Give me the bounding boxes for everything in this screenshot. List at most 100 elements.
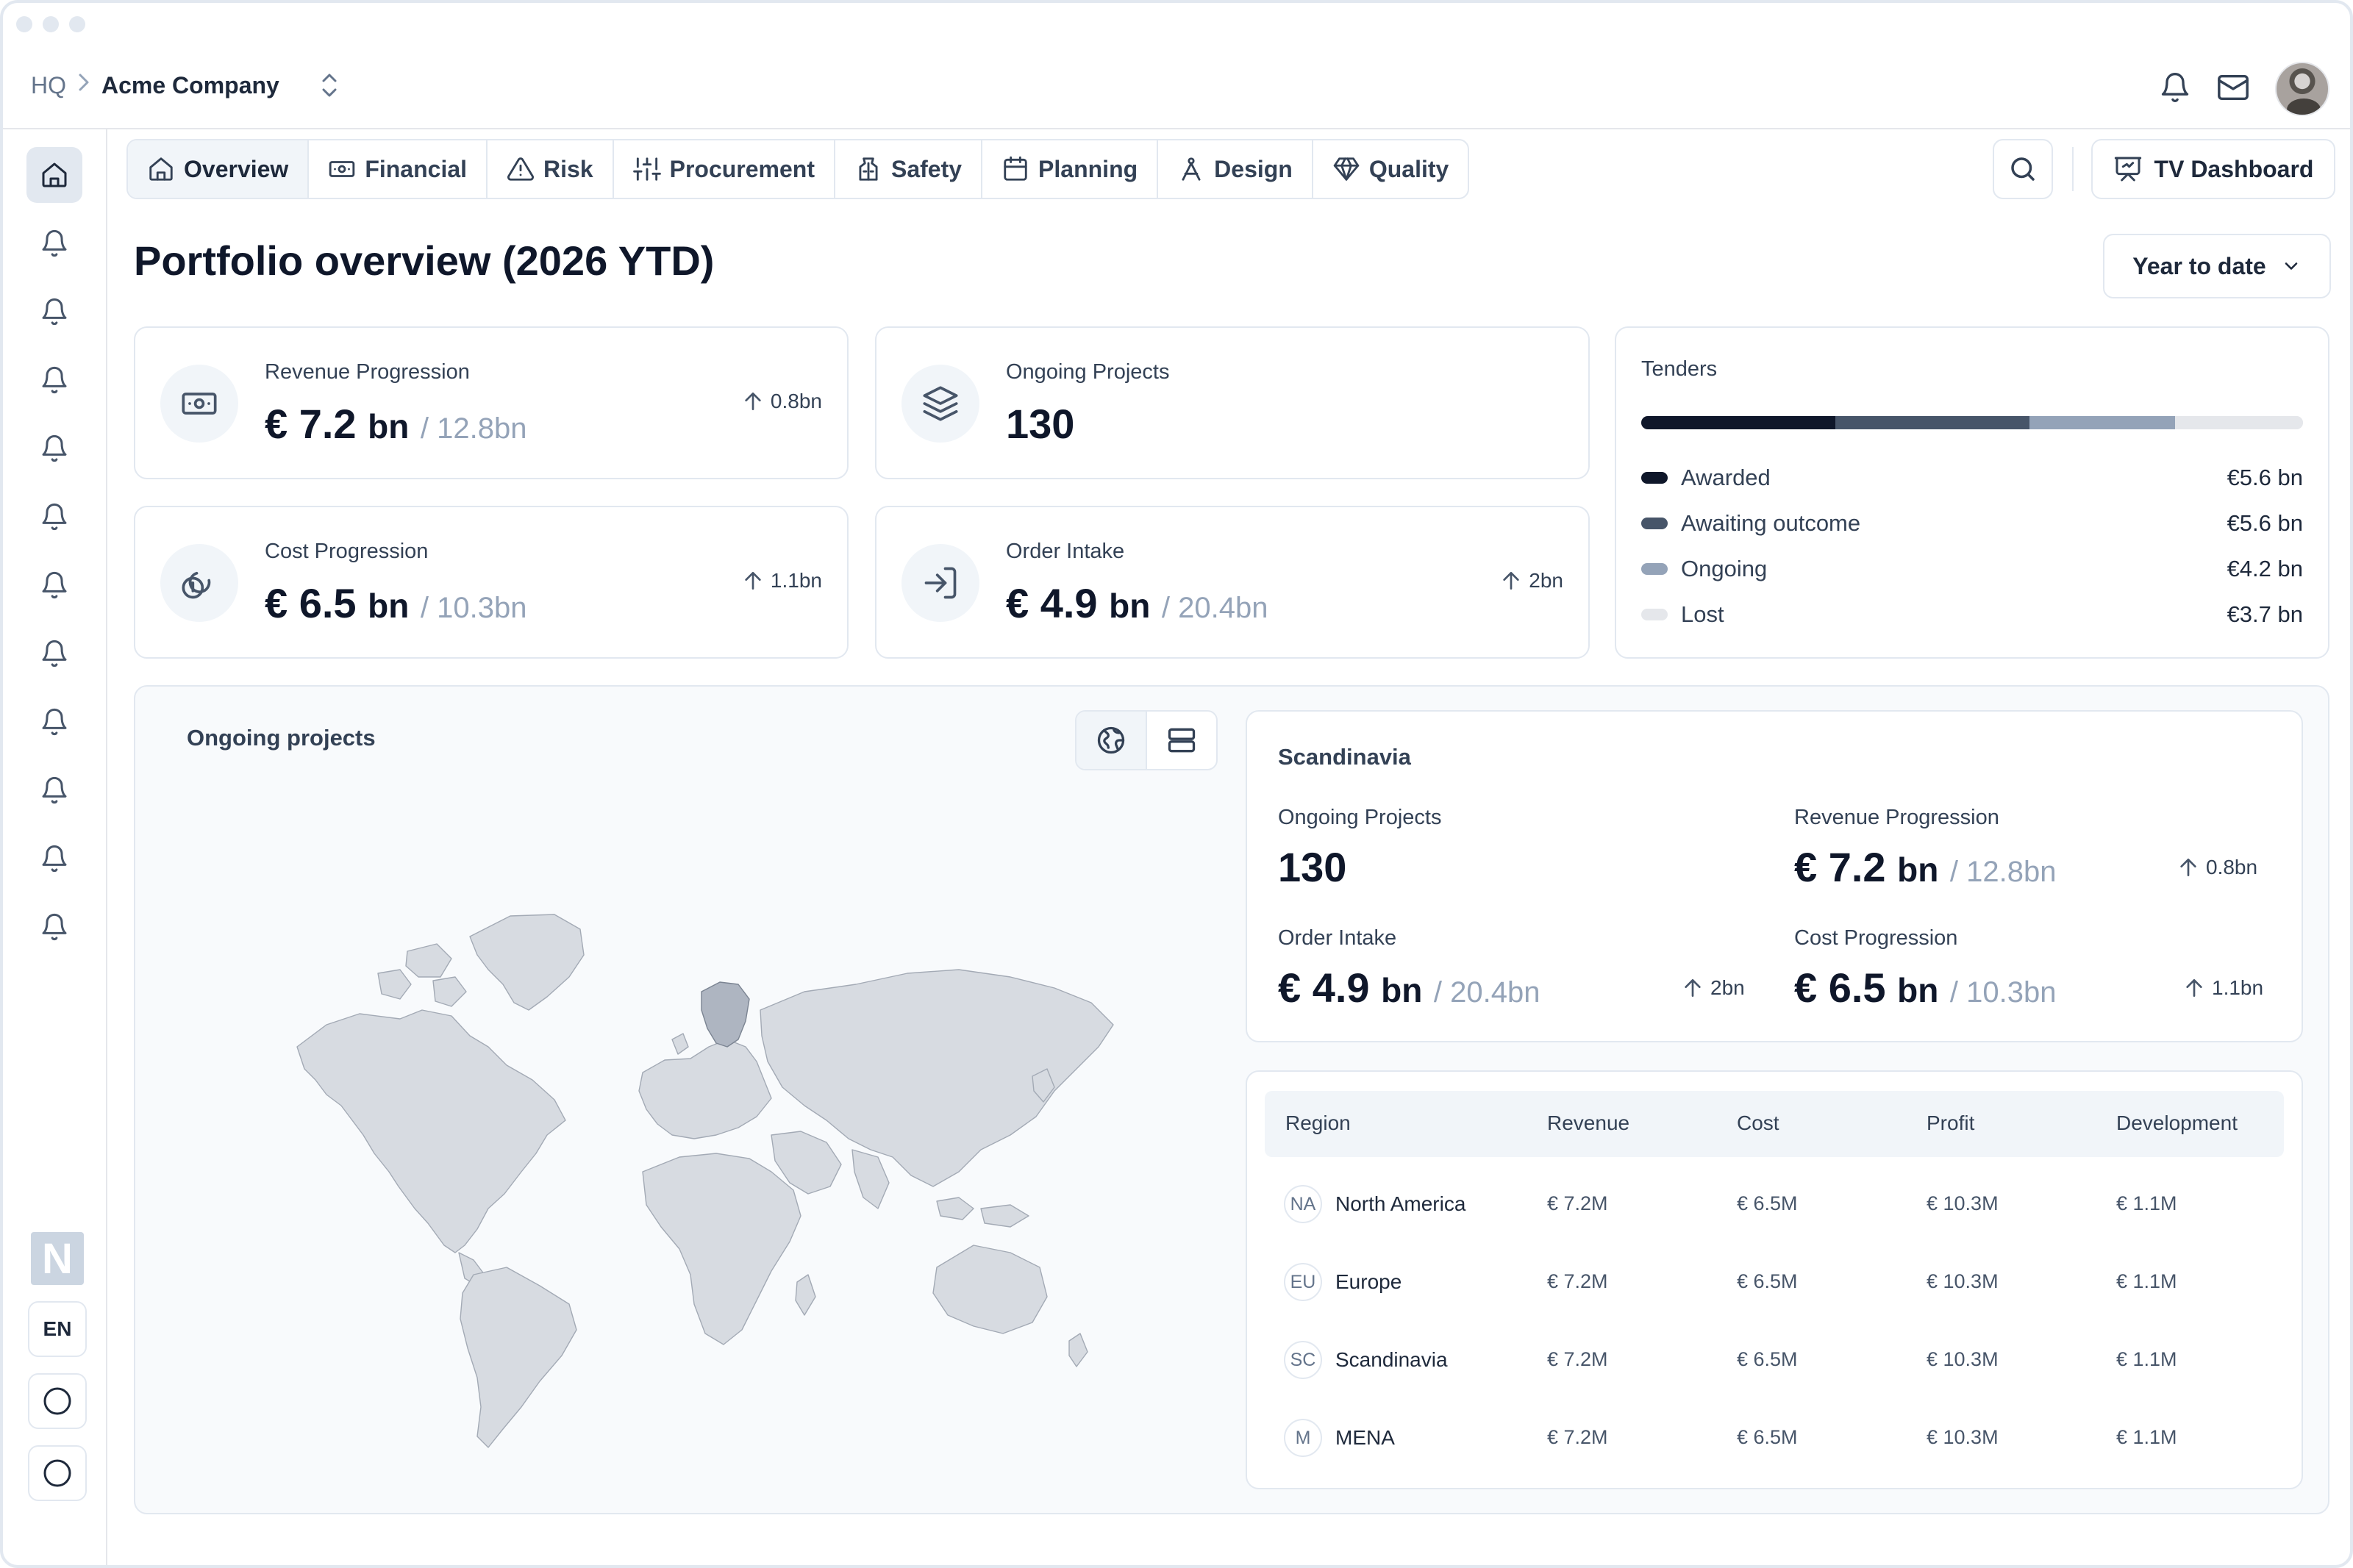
region-order-amount: € 4.9 [1278, 964, 1370, 1011]
table-row[interactable]: SC Scandinavia € 7.2M € 6.5M € 10.3M € 1.1M [1265, 1323, 2284, 1401]
kpi-value: 130 [1006, 401, 1075, 447]
kpi-target: / 20.4bn [1161, 592, 1268, 624]
tenders-legend-item: Awarded €5.6 bn [1641, 465, 2303, 491]
arrow-up-icon [745, 393, 761, 410]
tab-label: Planning [1038, 155, 1138, 182]
search-button[interactable] [1993, 139, 2053, 199]
region-order: Order Intake € 4.9 bn / 20.4bn [1278, 926, 1540, 1012]
compass-icon [1177, 155, 1205, 183]
map-region-asia [760, 969, 1114, 1187]
sidebar-item-3[interactable] [26, 284, 82, 340]
main-tabs: Overview Financial Risk Procurement Safety Pl… [126, 139, 1470, 199]
sidebar-item-4[interactable] [26, 352, 82, 408]
bell-icon[interactable] [2159, 71, 2191, 107]
region-order-unit: bn [1381, 971, 1423, 1009]
legend-value: €4.2 bn [2227, 556, 2303, 581]
column-header-region[interactable]: Region [1285, 1111, 1351, 1134]
breadcrumb-root[interactable]: HQ [31, 71, 66, 99]
tab-label: Risk [543, 155, 593, 182]
bell-icon [40, 229, 69, 258]
globe-icon [1097, 726, 1125, 754]
arrow-up-icon [2186, 979, 2202, 997]
map-region-scandinavia [701, 981, 750, 1048]
kpi-delta: 1.1bn [741, 569, 822, 593]
region-name: Europe [1335, 1270, 1402, 1293]
tab-financial[interactable]: Financial [309, 140, 488, 198]
table-row[interactable]: NA North America € 7.2M € 6.5M € 10.3M € 1.1M [1265, 1167, 2284, 1245]
tenders-legend-item: Awaiting outcome €5.6 bn [1641, 510, 2303, 537]
tv-dashboard-button[interactable]: TV Dashboard [2091, 139, 2335, 199]
region-name: North America [1335, 1192, 1466, 1215]
sidebar-item-7[interactable] [26, 557, 82, 613]
tab-safety[interactable]: Safety [835, 140, 983, 198]
table-row[interactable]: EU Europe € 7.2M € 6.5M € 10.3M € 1.1M [1265, 1245, 2284, 1323]
kpi-delta-value: 1.1bn [770, 569, 822, 592]
region-cost-label: Cost Progression [1794, 926, 1958, 950]
sidebar-item-5[interactable] [26, 420, 82, 476]
column-header-profit[interactable]: Profit [1927, 1111, 1975, 1134]
user-avatar[interactable] [2275, 62, 2329, 116]
region-order-label: Order Intake [1278, 926, 1397, 950]
cost-cell: € 6.5M [1737, 1192, 1798, 1214]
region-name: Scandinavia [1335, 1348, 1448, 1371]
kpi-value: € 6.5 bn / 10.3bn [265, 579, 526, 627]
tab-overview[interactable]: Overview [128, 140, 310, 198]
legend-swatch [1641, 518, 1668, 529]
breadcrumb-company[interactable]: Acme Company [101, 71, 279, 99]
sidebar-item-2[interactable] [26, 215, 82, 271]
region-detail-card: Scandinavia Ongoing Projects 130 Revenue… [1246, 710, 2303, 1042]
maximize-window-dot[interactable] [69, 16, 85, 32]
tab-risk[interactable]: Risk [488, 140, 614, 198]
cost-cell: € 6.5M [1737, 1270, 1798, 1292]
language-button[interactable]: EN [28, 1301, 87, 1357]
list-view-button[interactable] [1147, 712, 1216, 769]
region-revenue-delta-value: 0.8bn [2206, 856, 2258, 878]
region-name-cell: M MENA [1284, 1419, 1395, 1457]
circle-button-1[interactable] [28, 1373, 87, 1429]
region-cost-amount: € 6.5 [1794, 964, 1886, 1011]
sidebar-item-9[interactable] [26, 694, 82, 750]
chevron-up-down-icon[interactable] [319, 71, 340, 100]
kpi-label: Cost Progression [265, 540, 429, 563]
table-row[interactable]: M MENA € 7.2M € 6.5M € 10.3M € 1.1M [1265, 1401, 2284, 1479]
tab-design[interactable]: Design [1158, 140, 1313, 198]
sidebar-item-12[interactable] [26, 899, 82, 955]
tab-quality[interactable]: Quality [1313, 140, 1468, 198]
map-region-mena [771, 1131, 842, 1195]
sidebar-item-11[interactable] [26, 831, 82, 887]
circle-button-2[interactable] [28, 1445, 87, 1501]
kpi-card-revenue: Revenue Progression € 7.2 bn / 12.8bn 0.… [134, 326, 849, 479]
region-revenue-amount: € 7.2 [1794, 844, 1886, 890]
sidebar-item-6[interactable] [26, 489, 82, 545]
region-revenue: Revenue Progression € 7.2 bn / 12.8bn [1794, 806, 2056, 891]
region-cost-delta-value: 1.1bn [2212, 976, 2264, 999]
map-view-button[interactable] [1076, 712, 1147, 769]
sidebar-item-10[interactable] [26, 762, 82, 818]
chevron-down-icon [2285, 262, 2297, 270]
breadcrumb: HQ Acme Company [31, 71, 340, 100]
period-select-value: Year to date [2132, 252, 2266, 279]
region-badge: EU [1284, 1263, 1322, 1301]
page-title: Portfolio overview (2026 YTD) [134, 237, 715, 284]
minimize-window-dot[interactable] [43, 16, 59, 32]
world-map[interactable] [231, 826, 1187, 1458]
tenders-legend-item: Lost €3.7 bn [1641, 601, 2303, 628]
period-select[interactable]: Year to date [2103, 234, 2331, 298]
mail-icon[interactable] [2216, 71, 2250, 108]
tab-procurement[interactable]: Procurement [614, 140, 835, 198]
presentation-icon [2114, 157, 2141, 182]
column-header-revenue[interactable]: Revenue [1547, 1111, 1630, 1134]
sidebar-item-home[interactable] [26, 147, 82, 203]
sidebar-item-8[interactable] [26, 626, 82, 681]
legend-value: €5.6 bn [2227, 465, 2303, 490]
kpi-delta: 2bn [1499, 569, 1563, 593]
cost-cell: € 6.5M [1737, 1426, 1798, 1448]
tenders-title: Tenders [1641, 357, 1718, 381]
close-window-dot[interactable] [16, 16, 32, 32]
column-header-development[interactable]: Development [2116, 1111, 2238, 1134]
column-header-cost[interactable]: Cost [1737, 1111, 1779, 1134]
region-revenue-delta: 0.8bn [2177, 856, 2257, 879]
region-name-cell: EU Europe [1284, 1263, 1402, 1301]
tab-planning[interactable]: Planning [982, 140, 1159, 198]
region-name-cell: NA North America [1284, 1185, 1465, 1223]
